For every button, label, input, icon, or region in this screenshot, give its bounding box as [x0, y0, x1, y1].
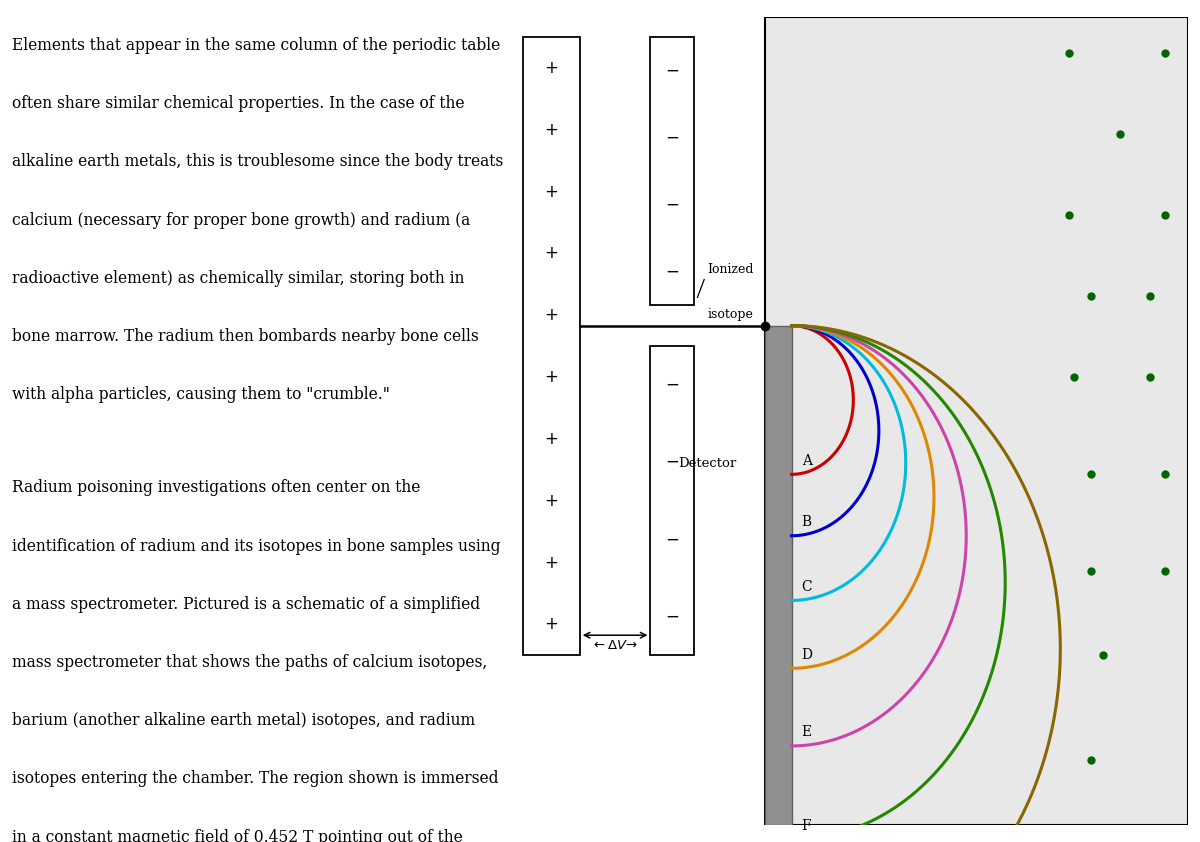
Text: Elements that appear in the same column of the periodic table: Elements that appear in the same column … [12, 37, 500, 54]
Text: F: F [802, 819, 811, 834]
Text: C: C [802, 580, 812, 594]
Text: +: + [545, 368, 558, 386]
Text: −: − [665, 530, 679, 548]
Text: often share similar chemical properties. In the case of the: often share similar chemical properties.… [12, 95, 464, 112]
Text: +: + [545, 430, 558, 448]
Text: +: + [545, 492, 558, 509]
Text: +: + [545, 59, 558, 77]
Text: isotope: isotope [708, 308, 754, 321]
Text: D: D [802, 647, 812, 662]
Text: Ionized: Ionized [708, 264, 754, 276]
Text: A: A [802, 454, 811, 468]
Text: barium (another alkaline earth metal) isotopes, and radium: barium (another alkaline earth metal) is… [12, 712, 475, 729]
Text: −: − [665, 196, 679, 214]
Text: B: B [802, 515, 811, 530]
Bar [764, 326, 792, 825]
Text: −: − [665, 376, 679, 393]
Text: −: − [665, 61, 679, 80]
Bar [523, 37, 580, 655]
Text: −: − [665, 129, 679, 147]
Text: calcium (necessary for proper bone growth) and radium (a: calcium (necessary for proper bone growt… [12, 211, 470, 229]
Text: radioactive element) as chemically similar, storing both in: radioactive element) as chemically simil… [12, 269, 464, 287]
Text: $\leftarrow \Delta V\!\rightarrow$: $\leftarrow \Delta V\!\rightarrow$ [592, 639, 638, 653]
Bar [650, 37, 694, 306]
Text: +: + [545, 306, 558, 324]
Text: +: + [545, 616, 558, 633]
Text: +: + [545, 554, 558, 572]
Text: in a constant magnetic field of 0.452 T pointing out of the: in a constant magnetic field of 0.452 T … [12, 829, 463, 842]
Text: −: − [665, 608, 679, 626]
Text: E: E [802, 726, 811, 739]
Text: Radium poisoning investigations often center on the: Radium poisoning investigations often ce… [12, 479, 420, 497]
Text: +: + [545, 183, 558, 200]
Text: mass spectrometer that shows the paths of calcium isotopes,: mass spectrometer that shows the paths o… [12, 654, 487, 671]
Text: Detector: Detector [678, 457, 737, 471]
Text: a mass spectrometer. Pictured is a schematic of a simplified: a mass spectrometer. Pictured is a schem… [12, 596, 480, 613]
Text: −: − [665, 453, 679, 471]
Text: with alpha particles, causing them to "crumble.": with alpha particles, causing them to "c… [12, 386, 390, 403]
Bar [650, 346, 694, 655]
Text: −: − [665, 263, 679, 281]
Text: +: + [545, 120, 558, 139]
Text: isotopes entering the chamber. The region shown is immersed: isotopes entering the chamber. The regio… [12, 770, 498, 787]
Text: +: + [545, 244, 558, 263]
Text: identification of radium and its isotopes in bone samples using: identification of radium and its isotope… [12, 537, 500, 555]
Text: alkaline earth metals, this is troublesome since the body treats: alkaline earth metals, this is troubleso… [12, 153, 503, 170]
Text: bone marrow. The radium then bombards nearby bone cells: bone marrow. The radium then bombards ne… [12, 328, 479, 345]
Bar [764, 17, 1188, 825]
